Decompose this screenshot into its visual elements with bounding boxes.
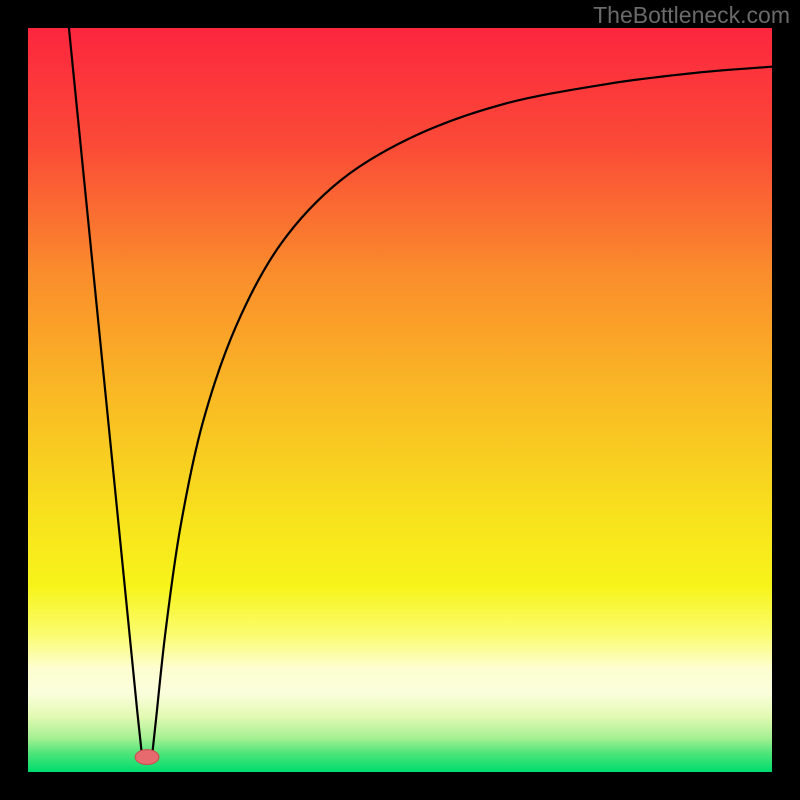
chart-frame: TheBottleneck.com [0,0,800,800]
chart-background [28,28,772,772]
watermark-text: TheBottleneck.com [593,2,790,29]
minimum-marker [135,750,159,765]
bottleneck-chart [28,28,772,772]
plot-area [28,28,772,772]
